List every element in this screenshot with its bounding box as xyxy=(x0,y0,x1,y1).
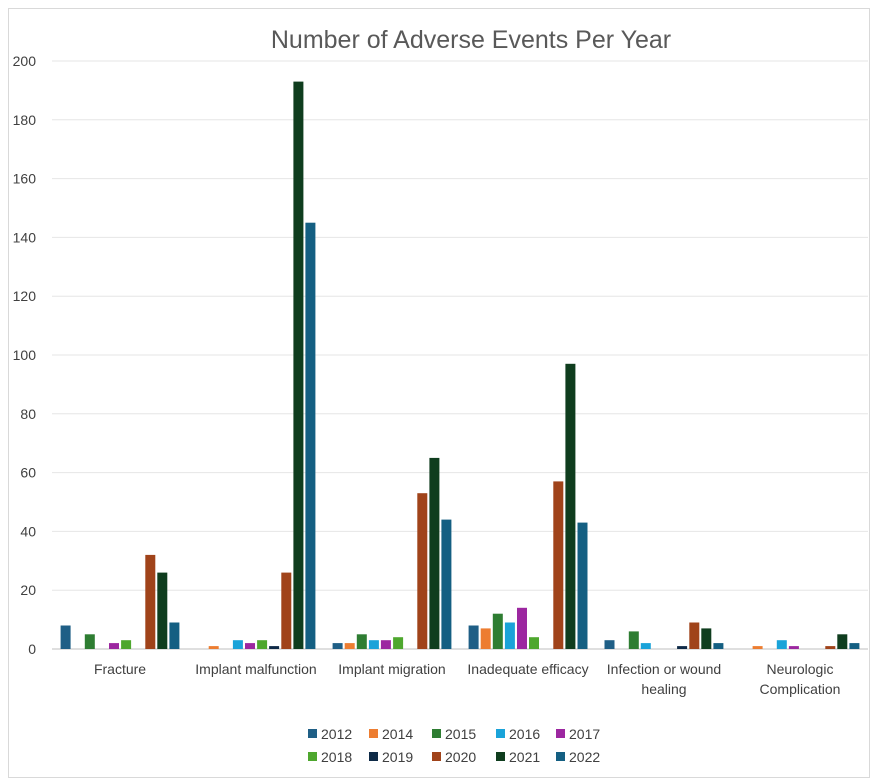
y-tick-label: 100 xyxy=(13,347,37,363)
bar xyxy=(701,628,712,649)
legend-label: 2015 xyxy=(445,726,476,742)
legend-label: 2014 xyxy=(382,726,413,742)
y-tick-label: 60 xyxy=(20,465,36,481)
bar xyxy=(232,640,243,649)
bar xyxy=(689,622,700,649)
bar xyxy=(380,640,391,649)
legend-swatch xyxy=(369,752,378,761)
bar xyxy=(109,643,119,649)
legend: 2012 2014 2015 2016 2017 2018 2019 2020 2021 2022 xyxy=(308,726,600,765)
y-tick-label: 20 xyxy=(20,582,36,598)
legend-swatch xyxy=(369,729,378,738)
bar xyxy=(529,637,539,649)
bar xyxy=(269,646,280,649)
bar xyxy=(517,607,527,649)
x-category-label: Implant migration xyxy=(338,661,445,677)
legend-label: 2021 xyxy=(509,749,540,765)
bar xyxy=(825,646,836,649)
bar xyxy=(752,646,763,649)
bar xyxy=(441,519,452,649)
bar xyxy=(849,643,860,649)
y-tick-label: 200 xyxy=(13,53,37,69)
x-category-label: Infection or wound xyxy=(607,661,721,677)
chart-frame xyxy=(8,8,870,778)
x-category-label: Neurologic xyxy=(767,661,834,677)
legend-swatch xyxy=(496,752,505,761)
y-tick-label: 40 xyxy=(20,523,36,539)
bar xyxy=(468,625,479,649)
bar xyxy=(208,646,219,649)
bar xyxy=(640,643,651,649)
y-tick-label: 80 xyxy=(20,406,36,422)
x-category-label: Complication xyxy=(760,681,841,697)
legend-swatch xyxy=(308,729,317,738)
bar xyxy=(332,643,343,649)
legend-label: 2019 xyxy=(382,749,413,765)
y-tick-label: 120 xyxy=(13,288,37,304)
bar xyxy=(713,643,724,649)
bar xyxy=(480,628,491,649)
legend-swatch xyxy=(432,729,441,738)
legend-swatch xyxy=(496,729,505,738)
legend-swatch xyxy=(432,752,441,761)
legend-swatch xyxy=(556,752,565,761)
bar xyxy=(293,81,304,650)
x-axis: Fracture Implant malfunction Implant migra… xyxy=(94,661,841,697)
bar xyxy=(157,572,168,649)
bar xyxy=(393,637,404,649)
bar xyxy=(84,634,95,649)
y-tick-label: 140 xyxy=(13,229,37,245)
bar xyxy=(356,634,367,649)
bar xyxy=(281,572,292,649)
legend-label: 2022 xyxy=(569,749,600,765)
bar xyxy=(429,457,440,649)
y-tick-label: 0 xyxy=(28,641,36,657)
bar xyxy=(245,643,255,649)
x-category-label: healing xyxy=(641,681,686,697)
bar xyxy=(257,640,268,649)
bar xyxy=(344,643,355,649)
legend-label: 2017 xyxy=(569,726,600,742)
bar xyxy=(169,622,180,649)
bar xyxy=(417,493,428,649)
y-tick-label: 180 xyxy=(13,112,37,128)
bar xyxy=(368,640,379,649)
x-category-label: Fracture xyxy=(94,661,146,677)
bar xyxy=(628,631,639,649)
bar xyxy=(577,522,588,649)
bar xyxy=(776,640,787,649)
bar xyxy=(565,363,576,649)
bar xyxy=(604,640,615,649)
bars xyxy=(60,81,860,650)
x-category-label: Inadequate efficacy xyxy=(467,661,588,677)
bar xyxy=(504,622,515,649)
legend-swatch xyxy=(308,752,317,761)
chart-title: Number of Adverse Events Per Year xyxy=(271,26,671,54)
x-category-label: Implant malfunction xyxy=(195,661,316,677)
bar xyxy=(305,222,316,649)
bar xyxy=(677,646,688,649)
y-axis: 0 20 40 60 80 100 120 140 160 180 200 xyxy=(13,53,37,657)
legend-label: 2012 xyxy=(321,726,352,742)
legend-label: 2020 xyxy=(445,749,476,765)
legend-swatch xyxy=(556,729,565,738)
bar xyxy=(788,646,799,649)
bar xyxy=(492,613,503,649)
bar xyxy=(837,634,848,649)
bar xyxy=(60,625,71,649)
bar xyxy=(553,481,564,649)
legend-label: 2016 xyxy=(509,726,540,742)
gridlines xyxy=(52,60,868,650)
y-tick-label: 160 xyxy=(13,171,37,187)
legend-label: 2018 xyxy=(321,749,352,765)
bar xyxy=(145,554,156,649)
bar xyxy=(121,640,132,649)
